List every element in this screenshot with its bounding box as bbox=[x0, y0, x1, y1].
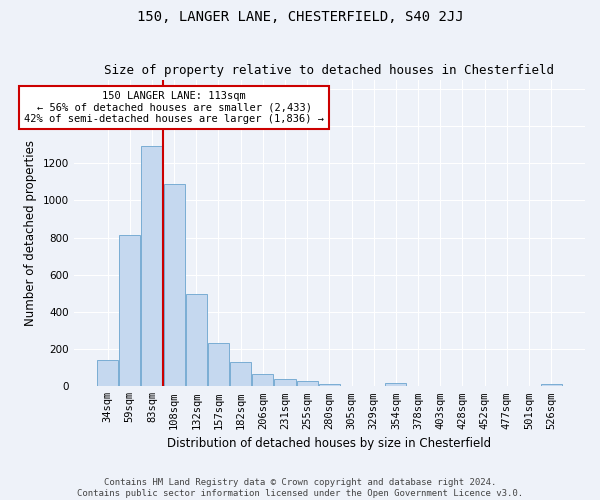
Bar bbox=[274, 379, 296, 386]
Bar bbox=[385, 383, 406, 386]
Bar bbox=[296, 382, 318, 386]
Text: 150, LANGER LANE, CHESTERFIELD, S40 2JJ: 150, LANGER LANE, CHESTERFIELD, S40 2JJ bbox=[137, 10, 463, 24]
Text: Contains HM Land Registry data © Crown copyright and database right 2024.
Contai: Contains HM Land Registry data © Crown c… bbox=[77, 478, 523, 498]
Title: Size of property relative to detached houses in Chesterfield: Size of property relative to detached ho… bbox=[104, 64, 554, 77]
Bar bbox=[541, 384, 562, 386]
Bar bbox=[119, 235, 140, 386]
Y-axis label: Number of detached properties: Number of detached properties bbox=[24, 140, 37, 326]
Bar bbox=[164, 184, 185, 386]
Bar bbox=[142, 146, 163, 386]
Bar bbox=[319, 384, 340, 386]
X-axis label: Distribution of detached houses by size in Chesterfield: Distribution of detached houses by size … bbox=[167, 437, 491, 450]
Bar bbox=[252, 374, 274, 386]
Bar bbox=[208, 343, 229, 386]
Bar bbox=[230, 362, 251, 386]
Bar bbox=[97, 360, 118, 386]
Text: 150 LANGER LANE: 113sqm
← 56% of detached houses are smaller (2,433)
42% of semi: 150 LANGER LANE: 113sqm ← 56% of detache… bbox=[24, 90, 324, 124]
Bar bbox=[186, 294, 207, 386]
